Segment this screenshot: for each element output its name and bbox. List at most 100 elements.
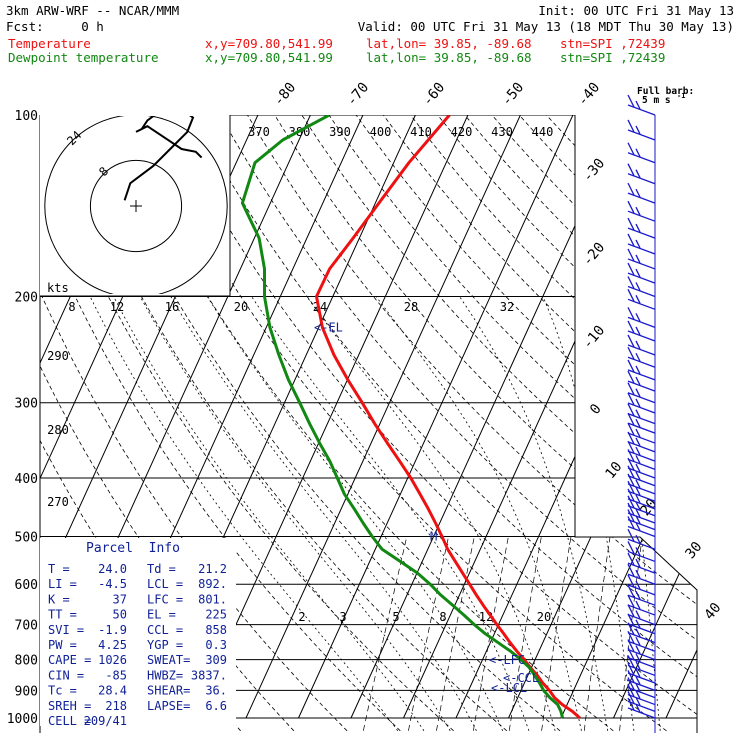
pressure-tick-label: 100 xyxy=(15,109,38,124)
parcel-info-cell: EL = xyxy=(147,608,176,622)
theta-tick-label: 440 xyxy=(532,125,554,139)
parcel-info-cell: 28.4 xyxy=(98,684,127,698)
hodograph-units: kts xyxy=(47,281,69,295)
mixing-ratio-line xyxy=(408,537,448,731)
parcel-info-cell: -4.5 xyxy=(98,577,127,591)
parcel-info-cell: Tc = xyxy=(48,684,77,698)
pressure-tick-label: 600 xyxy=(15,578,38,593)
dry-adiabat-line xyxy=(383,115,740,731)
parcel-info-cell: 309 xyxy=(205,653,227,667)
parcel-info-cell: CIN = xyxy=(48,668,84,682)
temperature-legend: Temperature xyxy=(8,36,91,51)
parcel-info-cell: 1026 xyxy=(98,653,127,667)
mixing-ratio-tick-label: 20 xyxy=(234,300,248,314)
mixing-ratio-tick-label: 28 xyxy=(404,300,418,314)
moist-adiabat-line xyxy=(460,297,608,731)
theta-tick-label: 280 xyxy=(47,423,69,437)
parcel-info-cell: K = xyxy=(48,592,70,606)
pressure-tick-label: 300 xyxy=(15,397,38,412)
parcel-level-label: <-LCL xyxy=(491,681,527,695)
mixing-ratio-tick-label: 5 xyxy=(392,610,399,624)
pressure-tick-label: 700 xyxy=(15,619,38,634)
wind-barb xyxy=(628,678,655,698)
mixing-ratio-line xyxy=(584,537,610,731)
mixing-ratio-tick-label: 20 xyxy=(537,610,551,624)
parcel-info-cell: LI = xyxy=(48,577,77,591)
parcel-info-cell: HWBZ= xyxy=(147,668,183,682)
dry-adiabat-line xyxy=(302,115,740,731)
parcel-info-cell: CCL = xyxy=(147,623,183,637)
theta-tick-label: 400 xyxy=(370,125,392,139)
isotherm-line xyxy=(614,115,740,718)
wind-barb xyxy=(628,685,655,705)
theta-tick-label: 410 xyxy=(410,125,432,139)
parcel-info-cell: 4.25 xyxy=(98,638,127,652)
wind-barb xyxy=(628,371,655,391)
dewpoint-xy: x,y=709.80,541.99 xyxy=(205,50,333,65)
wind-barb xyxy=(628,143,655,163)
parcel-info-cell: 36. xyxy=(205,684,227,698)
isotherm-tick-label: -30 xyxy=(580,156,609,186)
temperature-station: stn=SPI ,72439 xyxy=(560,36,665,51)
parcel-info-cell: CAPE = xyxy=(48,653,91,667)
dry-adiabat-line xyxy=(438,115,740,731)
wind-barb xyxy=(628,307,655,327)
barb-legend-exponent: -1 xyxy=(677,92,685,100)
isotherm-tick-label: 40 xyxy=(701,600,724,623)
parcel-info-cell: 37 xyxy=(113,592,127,606)
wind-barb xyxy=(628,183,655,203)
isotherm-line xyxy=(719,115,740,718)
isotherm-tick-label: -60 xyxy=(420,80,449,110)
pressure-tick-label: 200 xyxy=(15,291,38,306)
parcel-info-cell: TT = xyxy=(48,608,77,622)
hodograph: 824 kts xyxy=(40,106,230,297)
parcel-info-cell: 0.3 xyxy=(205,638,227,652)
pressure-tick-label: 900 xyxy=(15,684,38,699)
isotherm-line xyxy=(351,115,625,718)
wind-barb xyxy=(628,516,655,536)
parcel-info-cell: 218 xyxy=(105,699,127,713)
isotherm-tick-label: -80 xyxy=(271,80,300,110)
isotherm-tick-label: 0 xyxy=(587,401,605,418)
theta-tick-label: 370 xyxy=(248,125,270,139)
forecast-hour: Fcst: 0 h xyxy=(6,19,104,34)
wind-barb xyxy=(628,277,655,297)
isotherm-line xyxy=(666,115,740,718)
parcel-info-cell: SVI = xyxy=(48,623,84,637)
wind-barb xyxy=(628,393,655,413)
isotherm-tick-label: -20 xyxy=(580,240,609,270)
dry-adiabat-line xyxy=(329,115,740,731)
header: 3km ARW-WRF -- NCAR/MMM Init: 00 UTC Fri… xyxy=(6,3,734,65)
mixing-ratio-tick-label: 2 xyxy=(298,610,305,624)
parcel-info-title: Parcel Info xyxy=(86,541,180,556)
dewpoint-station: stn=SPI ,72439 xyxy=(560,50,665,65)
valid-time: Valid: 00 UTC Fri 31 May 13 (18 MDT Thu … xyxy=(358,19,734,34)
theta-tick-label: 270 xyxy=(47,495,69,509)
isotherm-tick-label: -50 xyxy=(499,80,528,110)
parcel-info-cell: -1.9 xyxy=(98,623,127,637)
theta-tick-label: 290 xyxy=(47,349,69,363)
isotherm-line xyxy=(456,115,730,718)
parcel-info-cell: 21.2 xyxy=(198,562,227,576)
wind-barb xyxy=(628,218,655,238)
pressure-tick-label: 1000 xyxy=(7,712,38,727)
temperature-latlon: lat,lon= 39.85, -89.68 xyxy=(366,36,532,51)
wind-barb xyxy=(628,201,655,221)
mixing-ratio-tick-label: 8 xyxy=(439,610,446,624)
isotherm-tick-label: -70 xyxy=(344,80,373,110)
mixing-ratio-tick-label: 3 xyxy=(339,610,346,624)
isotherm-line xyxy=(509,115,740,718)
parcel-info-cell: 801. xyxy=(198,592,227,606)
dry-adiabat-line xyxy=(492,115,740,731)
temperature-xy: x,y=709.80,541.99 xyxy=(205,36,333,51)
isotherm-tick-label: 10 xyxy=(602,459,625,482)
wind-barb xyxy=(628,289,655,309)
parcel-info-cell: T = xyxy=(48,562,70,576)
